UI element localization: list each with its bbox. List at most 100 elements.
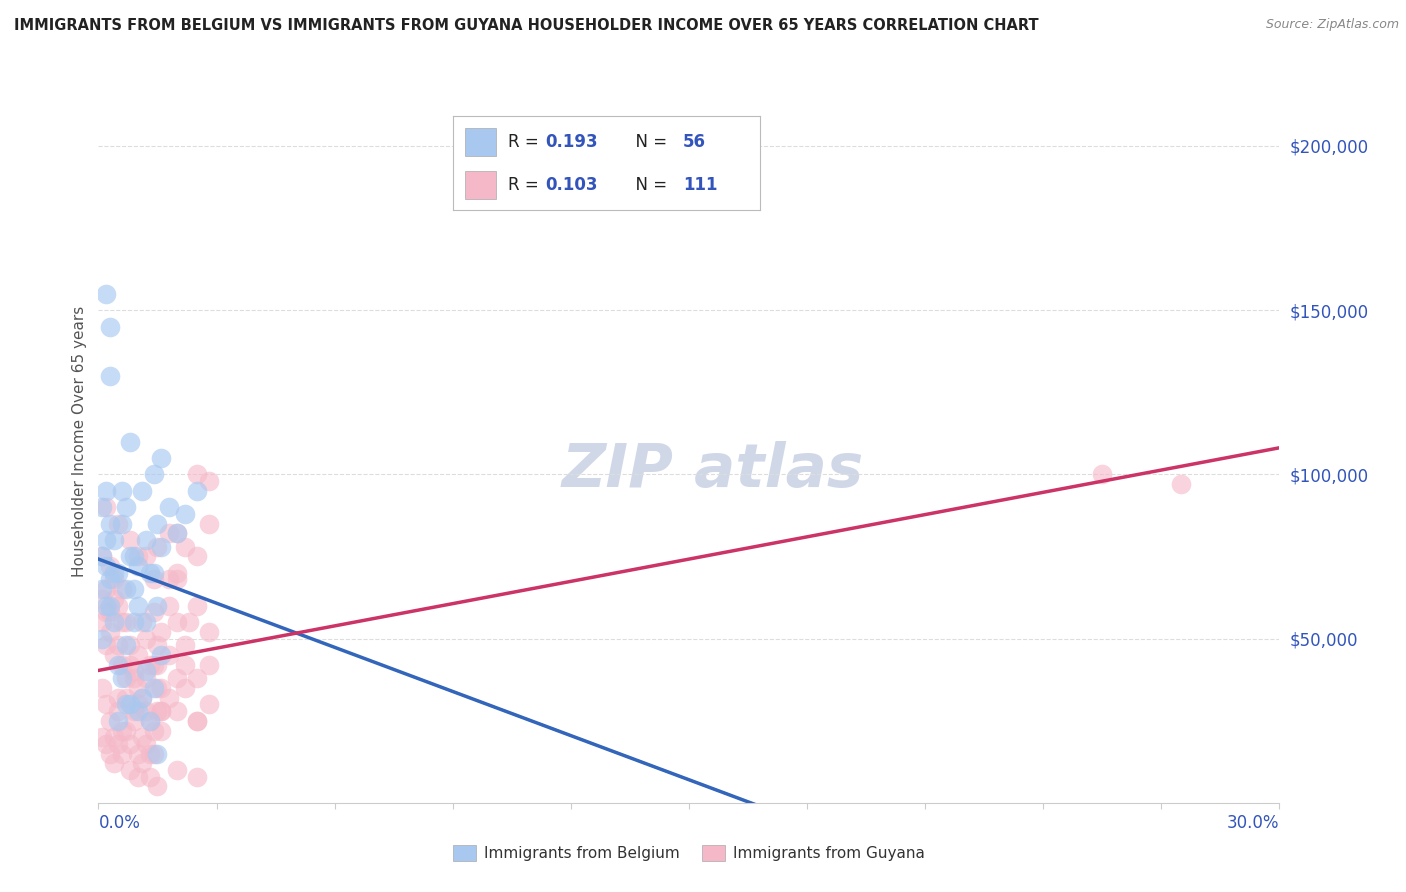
Point — [115, 698, 138, 712]
Point — [111, 615, 134, 630]
Point — [135, 671, 157, 685]
Point — [115, 638, 138, 652]
Point — [96, 582, 118, 597]
Point — [142, 681, 165, 695]
Point — [98, 747, 121, 761]
Point — [96, 286, 118, 301]
Point — [166, 526, 188, 541]
Point — [127, 698, 149, 712]
Point — [107, 737, 129, 751]
Point — [186, 770, 208, 784]
Point — [142, 723, 165, 738]
Point — [150, 704, 173, 718]
Point — [122, 671, 145, 685]
Point — [98, 559, 121, 574]
Point — [131, 756, 153, 771]
Point — [107, 566, 129, 580]
Point — [122, 665, 145, 679]
Point — [127, 559, 149, 574]
Point — [96, 559, 118, 574]
Point — [150, 681, 173, 695]
Point — [115, 500, 138, 515]
Point — [111, 671, 134, 685]
Point — [98, 625, 121, 640]
Point — [122, 582, 145, 597]
Point — [103, 615, 125, 630]
Point — [150, 704, 173, 718]
Point — [96, 533, 118, 547]
Point — [118, 549, 141, 564]
Text: IMMIGRANTS FROM BELGIUM VS IMMIGRANTS FROM GUYANA HOUSEHOLDER INCOME OVER 65 YEA: IMMIGRANTS FROM BELGIUM VS IMMIGRANTS FR… — [14, 18, 1039, 33]
Point — [174, 657, 197, 672]
Point — [103, 730, 125, 744]
Point — [91, 730, 114, 744]
Point — [166, 763, 188, 777]
Point — [157, 648, 180, 662]
Point — [107, 714, 129, 728]
Point — [197, 698, 219, 712]
Point — [103, 573, 125, 587]
Point — [96, 605, 118, 619]
Point — [91, 500, 114, 515]
Point — [138, 657, 160, 672]
Point — [96, 500, 118, 515]
Point — [138, 566, 160, 580]
Point — [138, 714, 160, 728]
Point — [197, 625, 219, 640]
Point — [111, 723, 134, 738]
Point — [157, 500, 180, 515]
Point — [131, 690, 153, 705]
Point — [186, 714, 208, 728]
Point — [127, 681, 149, 695]
Point — [107, 516, 129, 531]
Point — [96, 599, 118, 613]
Point — [111, 582, 134, 597]
Point — [118, 533, 141, 547]
Point — [91, 681, 114, 695]
Point — [96, 698, 118, 712]
Point — [98, 516, 121, 531]
Point — [157, 573, 180, 587]
Point — [118, 434, 141, 449]
Point — [127, 770, 149, 784]
Point — [142, 657, 165, 672]
Point — [135, 665, 157, 679]
Point — [103, 592, 125, 607]
Point — [118, 737, 141, 751]
Point — [98, 319, 121, 334]
Point — [142, 747, 165, 761]
Point — [177, 615, 200, 630]
Point — [157, 526, 180, 541]
Point — [96, 737, 118, 751]
Point — [146, 599, 169, 613]
Point — [127, 549, 149, 564]
Point — [98, 605, 121, 619]
Point — [91, 632, 114, 646]
Point — [174, 638, 197, 652]
Point — [98, 599, 121, 613]
Point — [150, 723, 173, 738]
Point — [138, 714, 160, 728]
Point — [107, 638, 129, 652]
Point — [115, 615, 138, 630]
Point — [131, 690, 153, 705]
Point — [186, 549, 208, 564]
Point — [122, 714, 145, 728]
Point — [91, 582, 114, 597]
Point — [115, 582, 138, 597]
Point — [135, 533, 157, 547]
Point — [98, 368, 121, 383]
Point — [131, 615, 153, 630]
Point — [197, 657, 219, 672]
Text: Source: ZipAtlas.com: Source: ZipAtlas.com — [1265, 18, 1399, 31]
Point — [103, 756, 125, 771]
Point — [186, 467, 208, 482]
Point — [138, 747, 160, 761]
Point — [150, 450, 173, 465]
Point — [157, 599, 180, 613]
Point — [127, 747, 149, 761]
Point — [146, 704, 169, 718]
Point — [174, 681, 197, 695]
Point — [118, 698, 141, 712]
Point — [91, 592, 114, 607]
